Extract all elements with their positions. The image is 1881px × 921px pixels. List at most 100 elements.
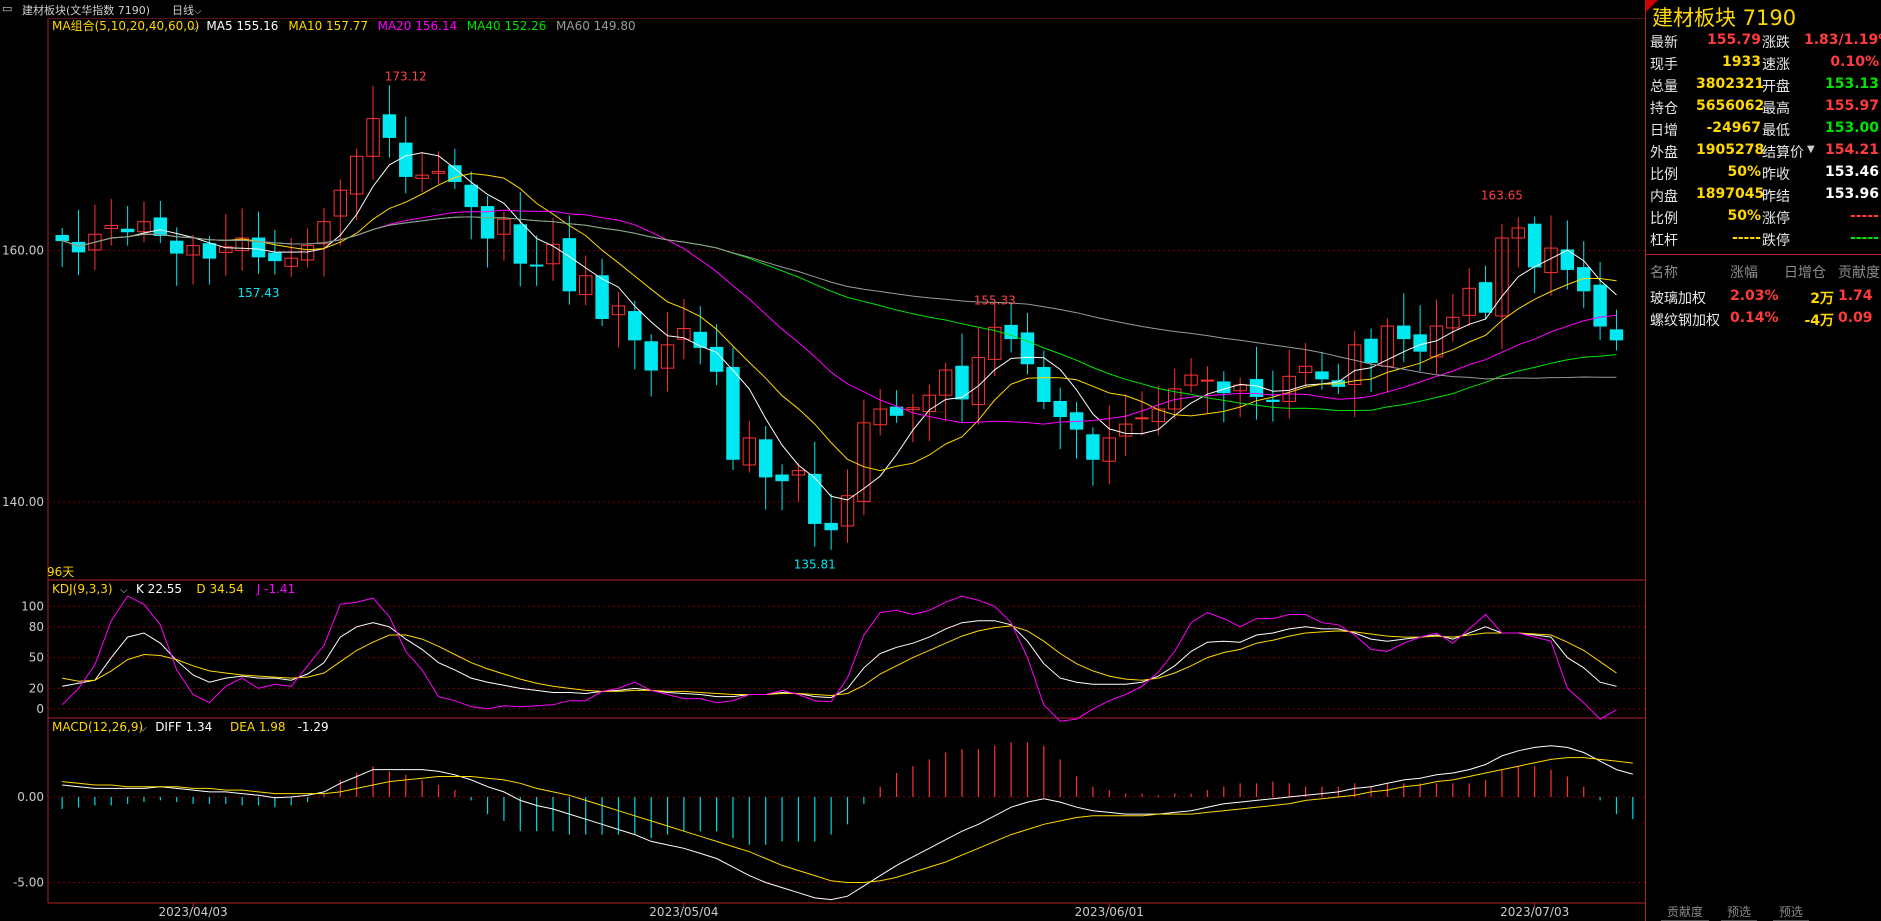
- candle-body: [431, 170, 446, 174]
- table-cell-contrib: 0.09: [1838, 310, 1873, 326]
- quote-value: 1933: [1722, 54, 1761, 70]
- candle-body: [186, 245, 200, 256]
- table-cell-change: 2.03%: [1730, 288, 1779, 304]
- candle-body: [857, 422, 871, 502]
- candle-body: [1397, 325, 1411, 340]
- table-cell-name[interactable]: 螺纹钢加权: [1650, 313, 1720, 329]
- candle-body: [71, 241, 86, 253]
- chart-settings-icon[interactable]: ▭: [2, 2, 13, 15]
- chevron-down-icon: ⌵: [120, 585, 128, 596]
- quote-label: 杠杆: [1650, 233, 1678, 249]
- candle-body: [1298, 365, 1313, 374]
- candle-body: [955, 365, 969, 400]
- candle-body: [1429, 325, 1444, 358]
- indicator-value: -1.29: [298, 720, 329, 734]
- candle-body: [644, 341, 658, 371]
- quote-value: 153.00: [1824, 120, 1879, 136]
- candle-body: [284, 257, 298, 267]
- candle-body: [758, 439, 773, 478]
- quote-label: 现手: [1650, 57, 1678, 73]
- candle-body: [1446, 316, 1460, 329]
- candle-body: [415, 174, 429, 179]
- table-cell-oi: -4万: [1804, 313, 1834, 329]
- table-header[interactable]: 名称: [1650, 265, 1678, 281]
- panel-corner-marker: [1646, 0, 1658, 12]
- candle-body: [235, 237, 249, 252]
- candle-body: [1151, 408, 1166, 423]
- indicator-value: MA60 149.80: [556, 19, 636, 33]
- candle-body: [1364, 338, 1378, 363]
- candle-body: [366, 118, 380, 157]
- candle-body: [1004, 324, 1018, 340]
- symbol-title[interactable]: 建材板块(文华指数 7190): [22, 4, 151, 17]
- quote-label: 开盘: [1762, 79, 1790, 95]
- candle-body: [938, 369, 953, 396]
- indicator-value: K 22.55: [136, 582, 182, 596]
- indicator-value: J -1.41: [256, 582, 295, 596]
- table-header[interactable]: 贡献度: [1838, 265, 1880, 281]
- candle-body: [726, 367, 740, 460]
- panel-tab[interactable]: 预选: [1721, 903, 1758, 921]
- candle-body: [808, 473, 822, 524]
- quote-value: 1.83/1.19%: [1804, 32, 1881, 48]
- candle-body: [791, 470, 806, 476]
- panel-tab[interactable]: 贡献度: [1661, 903, 1710, 921]
- quote-value: 154.21: [1824, 142, 1879, 158]
- quote-value: 153.96: [1824, 186, 1879, 202]
- candle-body: [628, 311, 642, 341]
- candle-body: [513, 224, 528, 264]
- quote-value: -----: [1849, 208, 1879, 224]
- quote-label: 速涨: [1762, 57, 1790, 73]
- x-tick-label: 2023/07/03: [1500, 905, 1569, 919]
- candle-body: [906, 407, 920, 411]
- chart-area[interactable]: 160.00 140.00 173.12 157.43 135.81 155.33 163.…: [0, 0, 1645, 921]
- candle-body: [333, 189, 348, 217]
- dea-line: [62, 757, 1633, 883]
- quote-value: 153.13: [1824, 76, 1879, 92]
- quote-value: 0.10%: [1830, 54, 1879, 70]
- candle-body: [464, 184, 478, 208]
- candle-body: [1347, 344, 1362, 385]
- candle-body: [169, 240, 184, 254]
- price-annotation: 155.33: [974, 293, 1016, 307]
- indicator-value: MA10 157.77: [288, 19, 368, 33]
- indicator-label: MA组合(5,10,20,40,60,0): [52, 18, 199, 33]
- table-cell-oi: 2万: [1810, 291, 1834, 307]
- candle-body: [349, 155, 364, 195]
- candle-body: [497, 218, 511, 235]
- candle-body: [660, 344, 675, 369]
- table-header[interactable]: 日增仓: [1784, 265, 1826, 281]
- quote-value: 153.46: [1824, 164, 1879, 180]
- candle-body: [922, 394, 937, 413]
- candle-body: [268, 252, 282, 262]
- candle-body: [1037, 367, 1051, 402]
- dropdown-arrow-icon[interactable]: ▼: [1807, 144, 1815, 155]
- x-tick-label: 2023/04/03: [158, 905, 227, 919]
- table-header[interactable]: 涨幅: [1730, 265, 1758, 281]
- candle-body: [104, 224, 118, 230]
- candle-body: [677, 328, 691, 340]
- candle-body: [1233, 384, 1247, 392]
- quote-value: 1905278: [1696, 142, 1765, 158]
- y-tick-label: 100: [21, 599, 44, 613]
- candle-body: [1478, 282, 1493, 313]
- period-selector[interactable]: 日线⌵: [172, 2, 202, 18]
- candle-body: [399, 142, 413, 177]
- table-cell-name[interactable]: 玻璃加权: [1650, 291, 1706, 307]
- candle-body: [824, 522, 838, 531]
- candle-body: [1593, 284, 1607, 327]
- quote-label: 涨跌: [1762, 35, 1790, 51]
- y-tick-label: 0.00: [17, 790, 44, 804]
- y-tick-label: 20: [29, 681, 44, 695]
- panel-tab[interactable]: 预选: [1773, 903, 1810, 921]
- candle-body: [742, 437, 757, 466]
- price-annotation: 163.65: [1481, 189, 1523, 203]
- title-bar: ▭ 建材板块(文华指数 7190) 日线⌵: [0, 0, 1645, 18]
- quote-label: 最新: [1650, 35, 1678, 51]
- candle-body: [219, 246, 233, 253]
- x-tick-label: 2023/05/04: [649, 905, 718, 919]
- candle-body: [562, 238, 577, 292]
- quote-label: 昨结: [1762, 189, 1790, 205]
- candle-body: [1511, 227, 1526, 239]
- quote-label: 日增: [1650, 123, 1678, 139]
